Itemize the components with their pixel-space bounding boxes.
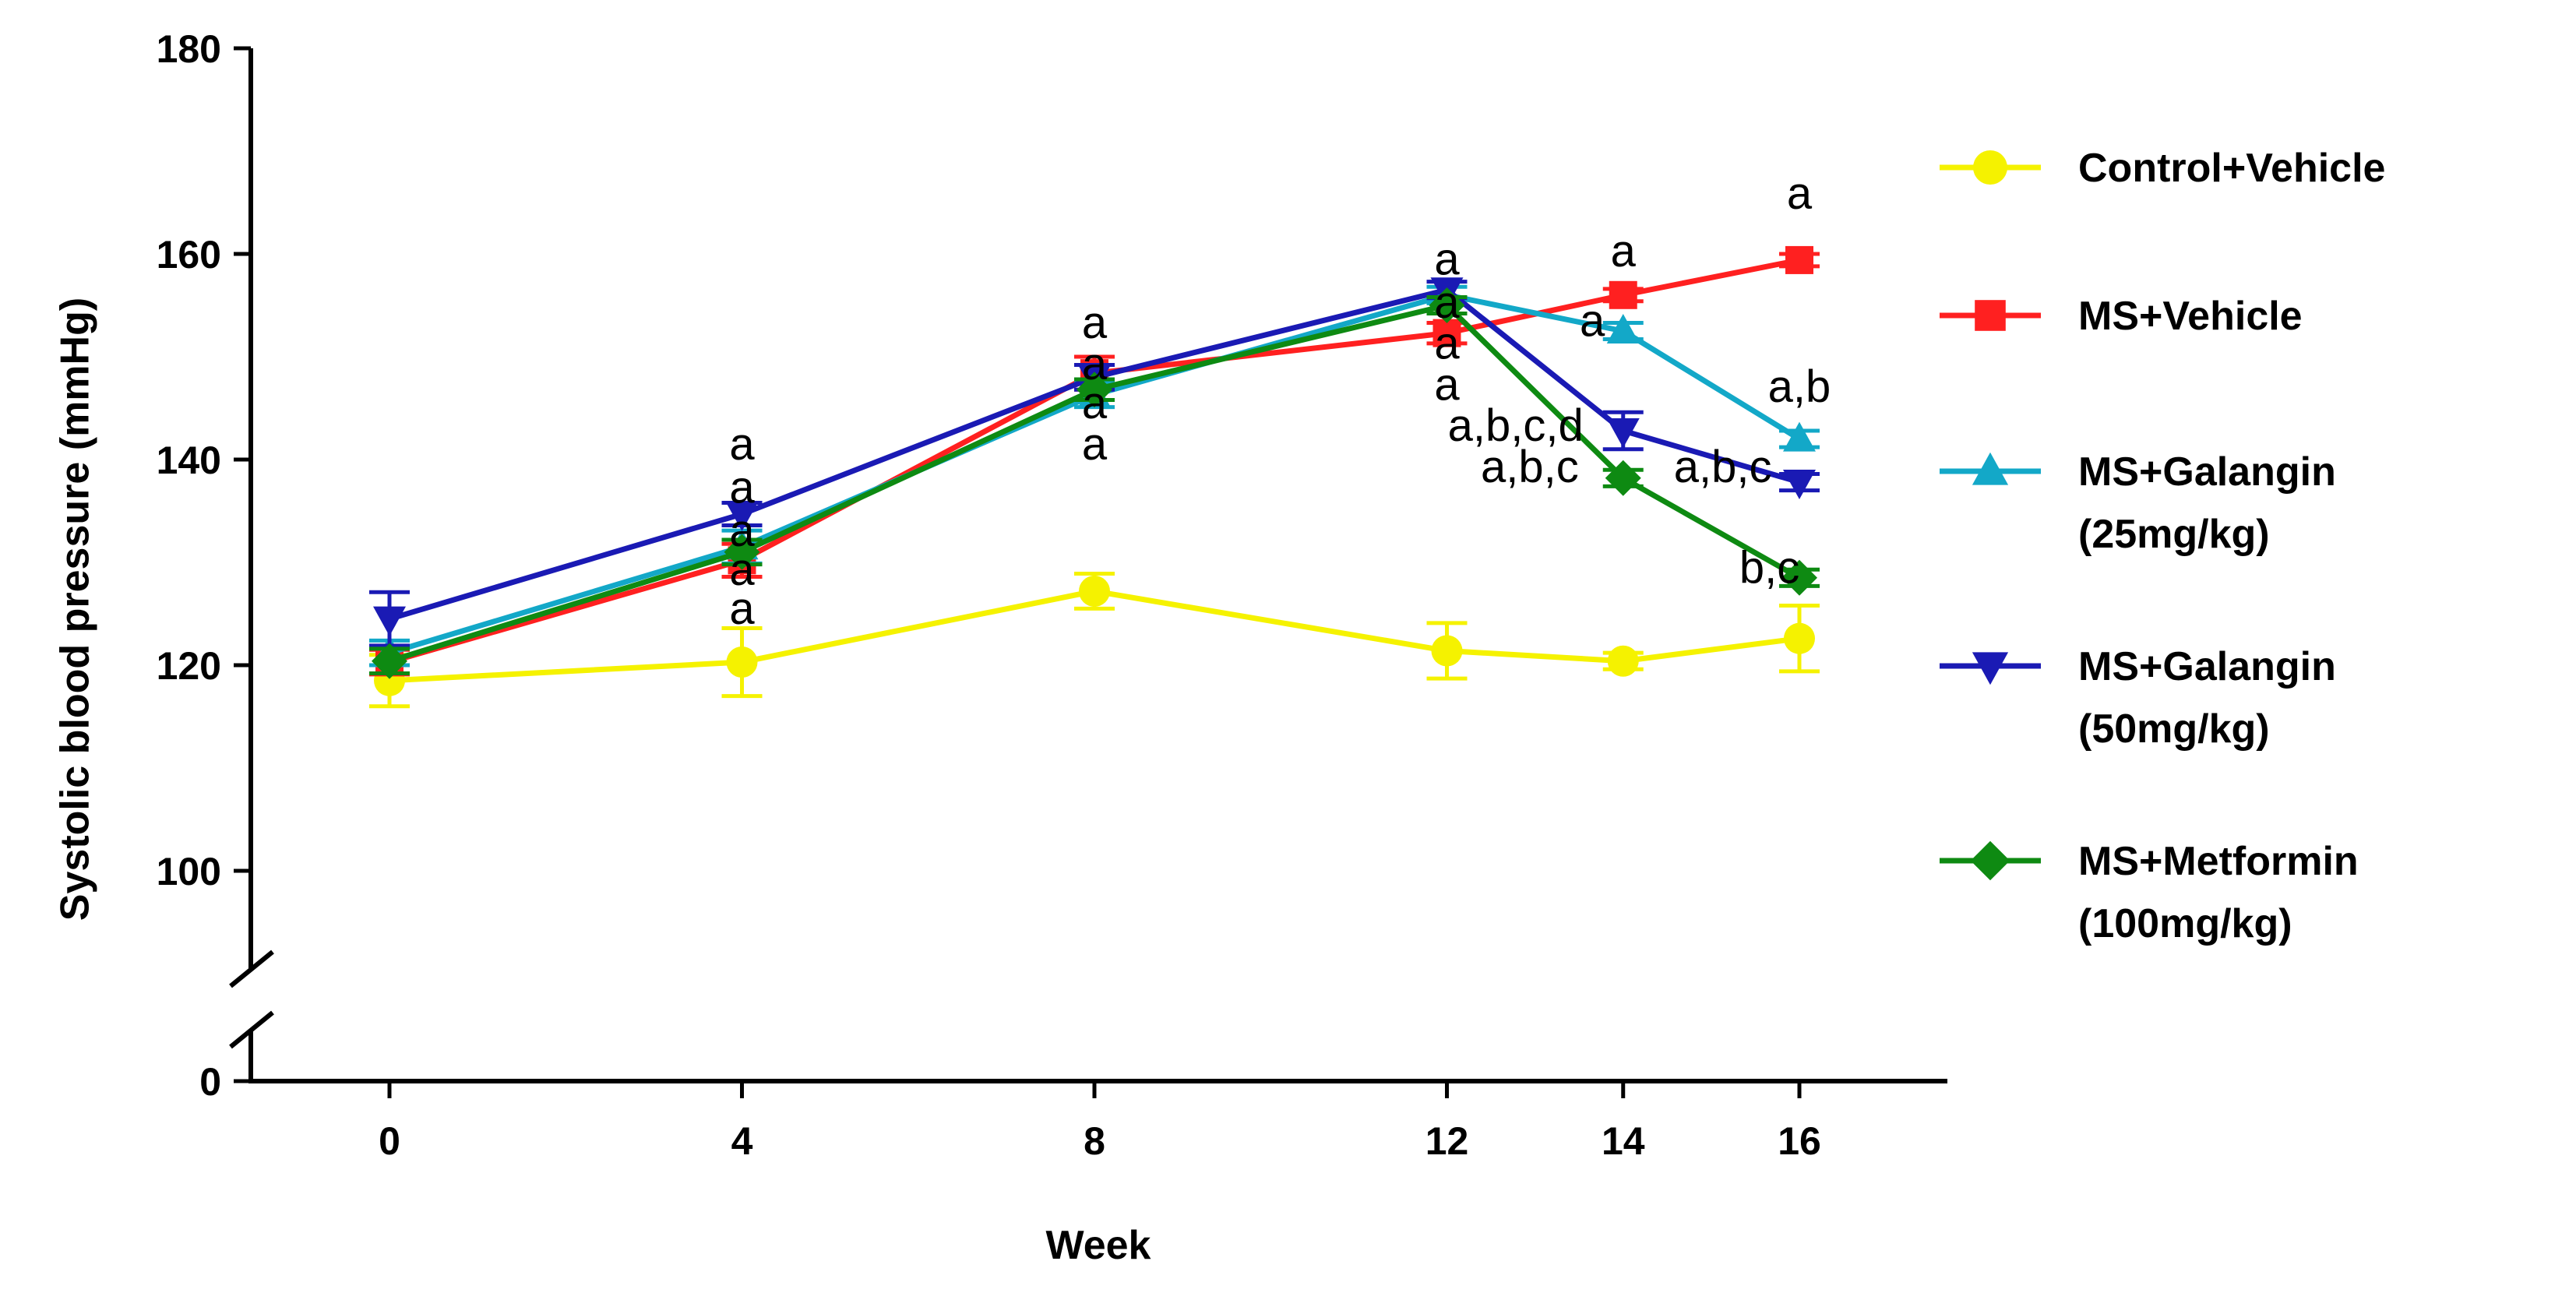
data-point: [1783, 421, 1816, 452]
legend-marker: [1972, 452, 2009, 485]
x-tick-label: 0: [379, 1119, 400, 1163]
legend-entry: MS+Metformin (100mg/kg): [1940, 839, 2359, 946]
x-tick-label: 8: [1084, 1119, 1105, 1163]
legend-label: (100mg/kg): [2078, 901, 2292, 946]
significance-label: a: [729, 583, 755, 634]
significance-label: a: [729, 544, 755, 595]
y-tick-label: 160: [157, 233, 221, 277]
significance-label: a: [1787, 168, 1813, 219]
legend-label: MS+Vehicle: [2078, 294, 2303, 339]
legend-entry: MS+Vehicle: [1940, 294, 2303, 339]
x-tick-label: 4: [731, 1119, 753, 1163]
y-tick-label: 140: [157, 439, 221, 482]
data-point: [1079, 575, 1110, 607]
significance-label: a: [729, 419, 755, 470]
significance-label: a,b,c: [1674, 442, 1772, 492]
legend-marker: [1973, 150, 2007, 185]
axes: Systolic blood pressure (mmHg) Week: [53, 48, 1947, 1268]
significance-label: a: [1434, 319, 1460, 369]
significance-label: a: [1611, 226, 1637, 277]
legend-label: (50mg/kg): [2078, 706, 2270, 752]
series-line: [388, 302, 1801, 664]
legend-label: (25mg/kg): [2078, 512, 2270, 557]
x-tick-label: 16: [1778, 1119, 1821, 1163]
data-point: [725, 501, 759, 531]
data-point: [1783, 470, 1816, 500]
legend-marker: [1972, 652, 2009, 685]
significance-label: a: [729, 506, 755, 556]
data-point: [372, 643, 407, 679]
significance-label: a: [729, 462, 755, 513]
significance-label: a,b,c: [1481, 442, 1579, 492]
data-point: [1606, 314, 1640, 343]
y-axis-break-mark-upper: [229, 949, 274, 988]
legend-entry: MS+Galangin (25mg/kg): [1940, 449, 2336, 557]
x-tick-label: 14: [1602, 1119, 1645, 1163]
legend-marker: [1970, 840, 2010, 881]
significance-label: a,b,c,d: [1448, 400, 1584, 451]
significance-label: b,c: [1739, 542, 1799, 593]
significance-label: a: [1434, 359, 1460, 410]
data-point: [1781, 559, 1817, 596]
data-point: [724, 534, 760, 570]
significance-label: a: [1082, 339, 1108, 389]
legend-marker: [1975, 300, 2006, 331]
significance-label: a: [1082, 298, 1108, 348]
significance-label: a: [1082, 378, 1108, 428]
legend-label: MS+Galangin: [2078, 644, 2336, 689]
legend-label: Control+Vehicle: [2078, 146, 2385, 191]
legend-entry: Control+Vehicle: [1940, 146, 2385, 191]
series-3: [369, 277, 1820, 648]
data-point: [1432, 319, 1461, 347]
data-point: [1429, 287, 1465, 323]
y-tick-label: 180: [157, 27, 221, 71]
legend-label: MS+Galangin: [2078, 449, 2336, 495]
data-point: [726, 646, 758, 678]
data-point: [1605, 460, 1641, 496]
data-point: [1607, 645, 1639, 677]
data-point: [373, 606, 406, 636]
significance-label: a: [1434, 277, 1460, 328]
y-tick-label: 120: [157, 644, 221, 688]
data-point: [1785, 245, 1813, 274]
data-point: [1431, 635, 1463, 667]
data-point: [1609, 280, 1637, 309]
series-4: [369, 287, 1820, 679]
x-axis-title: Week: [1046, 1223, 1151, 1268]
x-tick-label: 12: [1425, 1119, 1469, 1163]
y-axis-break-mark-lower: [229, 1010, 274, 1049]
legend-entry: MS+Galangin (50mg/kg): [1940, 644, 2336, 752]
y-axis-title: Systolic blood pressure (mmHg): [53, 298, 98, 921]
series-line: [389, 257, 1800, 665]
y-tick-label: 0: [199, 1060, 221, 1104]
series-line: [389, 588, 1800, 684]
y-tick-label: 100: [157, 850, 221, 893]
data-point: [1606, 418, 1640, 449]
series-line: [389, 287, 1800, 622]
data-point: [1077, 372, 1112, 408]
data-point: [1784, 622, 1815, 654]
significance-label: a: [1434, 234, 1460, 284]
legend: Control+Vehicle MS+Vehicle MS+Galangin (25m…: [1940, 146, 2385, 946]
series: [369, 245, 1820, 709]
significance-label: a,b: [1768, 361, 1831, 412]
significance-label: a: [1580, 296, 1605, 347]
legend-label: MS+Metformin: [2078, 839, 2359, 884]
significance-label: a: [1082, 419, 1108, 470]
